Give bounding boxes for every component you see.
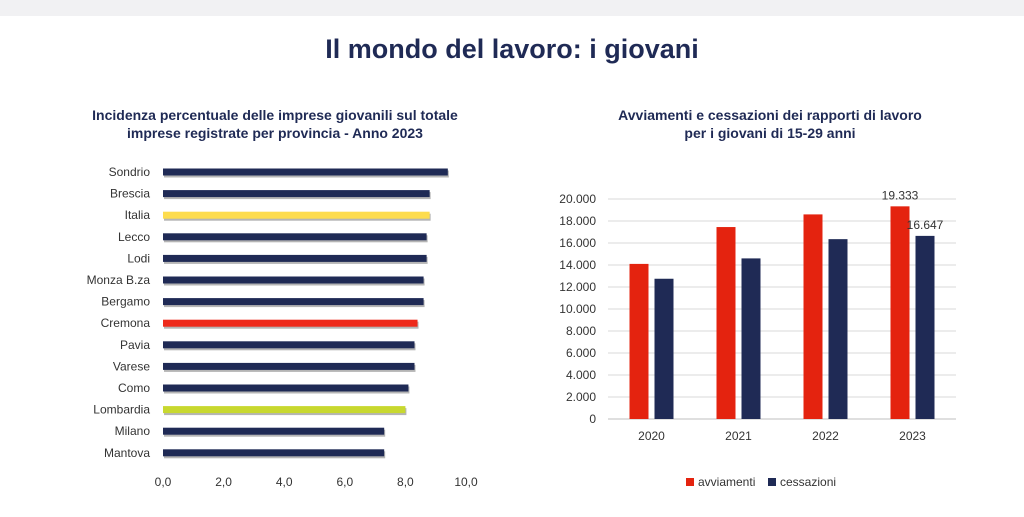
bar-cessazioni-2023: [915, 235, 935, 419]
y-tick-label: 0: [589, 412, 596, 426]
bar-monza-b-za: [163, 276, 424, 284]
bar-lodi: [163, 254, 427, 262]
bar-milano: [163, 427, 385, 435]
bar-cessazioni-2020: [654, 278, 674, 419]
category-label: Monza B.za: [87, 273, 151, 287]
category-label: Milano: [115, 424, 151, 438]
bar-bergamo: [163, 298, 424, 306]
category-label: Brescia: [110, 187, 150, 201]
page-title: Il mondo del lavoro: i giovani: [325, 34, 699, 64]
y-tick-label: 14.000: [559, 258, 596, 272]
data-label: 19.333: [882, 188, 919, 202]
legend-label-avviamenti: avviamenti: [698, 475, 755, 489]
y-tick-label: 18.000: [559, 214, 596, 228]
bar-avviamenti-2023: [890, 206, 910, 419]
category-label: Bergamo: [101, 295, 150, 309]
bar-avviamenti-2022: [803, 214, 823, 419]
left-chart-title: Incidenza percentuale delle imprese giov…: [92, 107, 458, 141]
bar-italia: [163, 211, 430, 219]
y-tick-label: 4.000: [566, 368, 596, 382]
bar-mantova: [163, 449, 385, 457]
category-label: Como: [118, 381, 150, 395]
y-tick-label: 12.000: [559, 280, 596, 294]
bar-cessazioni-2021: [741, 258, 761, 419]
x-tick-label: 8,0: [397, 475, 414, 489]
category-label: Mantova: [104, 446, 150, 460]
category-label: Lodi: [127, 251, 150, 265]
top-bar: [0, 0, 1024, 16]
category-label: Italia: [125, 208, 151, 222]
x-tick-label: 2,0: [215, 475, 232, 489]
legend-swatch-avviamenti: [686, 478, 694, 486]
legend-label-cessazioni: cessazioni: [780, 475, 836, 489]
y-tick-label: 20.000: [559, 192, 596, 206]
y-tick-label: 16.000: [559, 236, 596, 250]
y-tick-label: 2.000: [566, 390, 596, 404]
x-tick-label: 10,0: [454, 475, 478, 489]
bar-cessazioni-2022: [828, 239, 848, 419]
bar-avviamenti-2021: [716, 227, 736, 419]
x-tick-label: 2022: [812, 429, 839, 443]
bar-avviamenti-2020: [629, 263, 649, 419]
x-tick-label: 2023: [899, 429, 926, 443]
legend-swatch-cessazioni: [768, 478, 776, 486]
x-tick-label: 0,0: [155, 475, 172, 489]
bar-brescia: [163, 190, 430, 198]
bar-lecco: [163, 233, 427, 241]
bar-sondrio: [163, 168, 448, 176]
bar-cremona: [163, 319, 418, 327]
y-tick-label: 10.000: [559, 302, 596, 316]
y-tick-label: 6.000: [566, 346, 596, 360]
x-tick-label: 6,0: [336, 475, 353, 489]
right-chart-title: Avviamenti e cessazioni dei rapporti di …: [618, 107, 922, 141]
x-tick-label: 2021: [725, 429, 752, 443]
category-label: Cremona: [101, 316, 151, 330]
x-tick-label: 4,0: [276, 475, 293, 489]
category-label: Varese: [113, 359, 150, 373]
category-label: Lecco: [118, 230, 150, 244]
bar-lombardia: [163, 406, 406, 414]
bar-como: [163, 384, 409, 392]
bar-pavia: [163, 341, 415, 349]
bar-varese: [163, 362, 415, 370]
x-tick-label: 2020: [638, 429, 665, 443]
y-tick-label: 8.000: [566, 324, 596, 338]
data-label: 16.647: [907, 218, 944, 232]
category-label: Lombardia: [93, 403, 150, 417]
category-label: Sondrio: [109, 165, 151, 179]
category-label: Pavia: [120, 338, 150, 352]
